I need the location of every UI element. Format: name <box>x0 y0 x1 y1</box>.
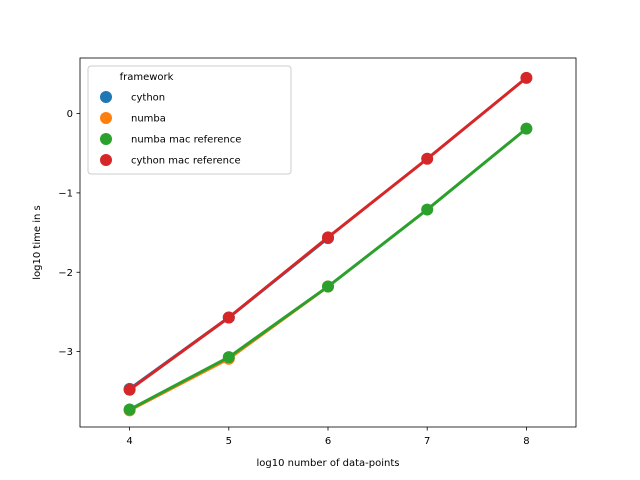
x-tick-label: 8 <box>523 436 529 447</box>
x-tick-label: 7 <box>424 436 430 447</box>
legend-entry: cython mac reference <box>131 156 241 167</box>
series-point <box>421 152 434 165</box>
series-2 <box>123 122 533 416</box>
legend-title: framework <box>120 72 174 83</box>
y-tick-label: 0 <box>67 109 73 120</box>
y-tick-label: −3 <box>58 347 73 358</box>
legend-box <box>87 65 292 175</box>
legend-entry: numba mac reference <box>131 135 241 146</box>
series-point <box>123 383 136 396</box>
series-point <box>421 203 434 216</box>
x-axis-label: log10 number of data-points <box>256 458 399 469</box>
legend-entry: cython <box>131 93 165 104</box>
y-tick-label: −1 <box>58 189 73 200</box>
series-layer <box>123 71 533 417</box>
x-tick-label: 6 <box>325 436 331 447</box>
series-point <box>322 231 334 244</box>
series-point <box>520 71 533 84</box>
legend-marker <box>100 91 112 103</box>
series-point <box>322 280 334 293</box>
y-axis-label: log10 time in s <box>32 205 43 279</box>
legend: framework cython numba numba mac reference c… <box>87 65 292 175</box>
x-tick-label: 4 <box>126 436 132 447</box>
series-point <box>123 403 136 416</box>
series-3 <box>123 71 533 396</box>
y-tick-label: −2 <box>58 268 73 279</box>
legend-entry: numba <box>131 114 166 125</box>
x-tick-label: 5 <box>226 436 232 447</box>
legend-marker <box>100 112 112 124</box>
axes-layer: 4 5 6 7 8 0 −1 −2 −3 <box>58 57 577 447</box>
series-point <box>222 351 235 364</box>
series-point <box>520 122 533 135</box>
series-point <box>222 311 235 324</box>
legend-marker <box>100 154 112 166</box>
legend-marker <box>100 133 112 145</box>
